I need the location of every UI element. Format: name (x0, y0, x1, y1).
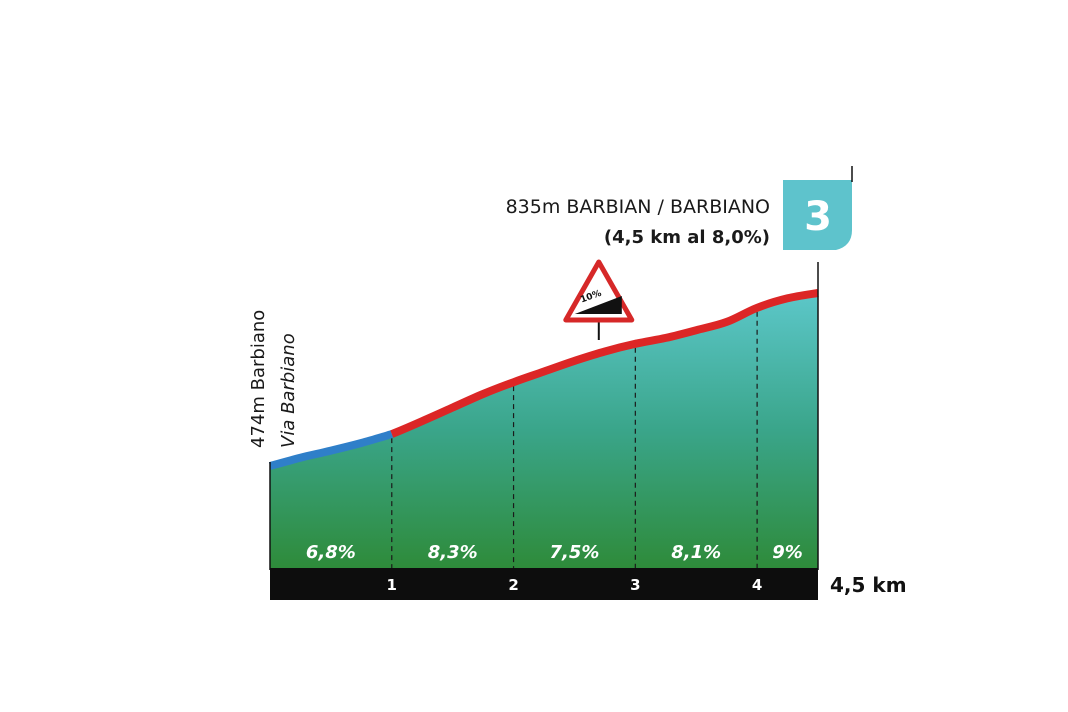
km-marker-3: 3 (630, 576, 640, 594)
profile-line-start-section (268, 430, 393, 470)
segment-grade-1: 6,8% (306, 542, 356, 563)
km-marker-2: 2 (508, 576, 518, 594)
start-elevation: 474m Barbiano (248, 310, 269, 448)
start-location-label: 474m Barbiano (248, 310, 269, 448)
km-marker-1: 1 (387, 576, 397, 594)
segment-grades: 6,8% 8,3% 7,5% 8,1% 9% (306, 542, 803, 563)
sign-slope-icon (574, 296, 622, 314)
segment-grade-5: 9% (772, 542, 803, 563)
elevation-area (270, 293, 818, 568)
summit-name-label: 835m BARBIAN / BARBIANO (506, 196, 770, 218)
segment-grade-4: 8,1% (671, 542, 721, 563)
summit-stats-label: (4,5 km al 8,0%) (604, 227, 770, 248)
segment-grade-2: 8,3% (428, 542, 478, 563)
climb-category-badge (783, 180, 852, 250)
total-distance-label: 4,5 km (830, 573, 907, 597)
segment-grade-3: 7,5% (549, 542, 599, 563)
profile-line-climb (390, 289, 819, 438)
climb-category-number: 3 (804, 194, 832, 240)
distance-axis-bar (270, 568, 818, 600)
start-via-label: Via Barbiano (278, 333, 299, 448)
max-gradient-sign: 10% (563, 259, 635, 340)
km-marker-4: 4 (752, 576, 762, 594)
km-dividers (391, 311, 758, 568)
km-markers: 1 2 3 4 (387, 576, 763, 594)
